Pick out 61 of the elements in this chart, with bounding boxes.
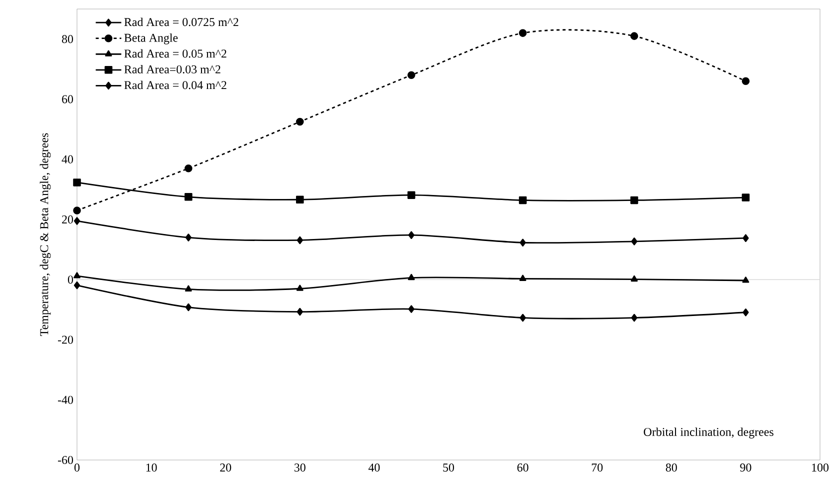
y-tick-label: 0 [68, 276, 74, 284]
point [742, 77, 750, 86]
x-tick-label: 70 [592, 464, 603, 472]
x-tick-label: 90 [740, 464, 752, 472]
point [742, 276, 750, 283]
x-axis-title: Orbital inclination, degrees [644, 428, 774, 438]
point [630, 196, 638, 204]
point [296, 196, 304, 204]
point [184, 164, 192, 172]
point [407, 191, 416, 199]
point [296, 284, 304, 291]
x-tick-label: 100 [812, 464, 829, 472]
x-tick-label: 30 [294, 464, 306, 472]
x-tick-label: 20 [220, 464, 232, 472]
x-tick-label: 40 [368, 464, 380, 472]
point [408, 274, 415, 280]
point [185, 303, 192, 312]
point [74, 272, 80, 278]
point [519, 274, 526, 281]
point [630, 32, 638, 40]
y-tick-label: 60 [62, 95, 74, 104]
y-tick-label: 80 [62, 35, 74, 44]
legend-label: Rad Area = 0.05 m^2 [124, 49, 226, 58]
point [296, 308, 303, 316]
point [520, 314, 526, 322]
y-tick-label: -20 [58, 336, 74, 344]
y-tick-label: 20 [62, 215, 74, 224]
point [184, 285, 192, 292]
x-tick-label: 50 [443, 464, 454, 472]
x-tick-label: 10 [146, 464, 157, 472]
point [631, 238, 638, 246]
point [518, 29, 527, 37]
point [73, 206, 81, 214]
legend-label: Rad Area=0.03 m^2 [124, 64, 220, 74]
x-tick-label: 80 [666, 464, 677, 472]
legend-label: Rad Area = 0.04 m^2 [124, 80, 226, 90]
legend-label: Beta Angle [124, 33, 178, 44]
point [296, 118, 304, 126]
point [518, 196, 527, 204]
point [742, 308, 749, 316]
point [296, 236, 303, 244]
y-tick-label: -40 [58, 396, 74, 404]
point [73, 178, 81, 186]
point [74, 217, 80, 225]
point [408, 231, 414, 239]
y-tick-label: -60 [58, 456, 74, 464]
point [631, 314, 638, 322]
y-axis-title: Temperature, degC & Beta Angle, degrees [40, 133, 51, 336]
x-tick-label: 0 [74, 464, 80, 472]
point [74, 281, 80, 290]
point [742, 194, 750, 202]
point [185, 234, 192, 242]
x-tick-label: 60 [517, 464, 528, 472]
point [408, 305, 414, 313]
y-tick-label: 40 [62, 155, 74, 164]
point [630, 275, 638, 282]
point [520, 238, 526, 247]
legend-label: Rad Area = 0.0725 m^2 [124, 18, 238, 26]
point [742, 234, 749, 242]
point [407, 71, 416, 80]
point [184, 193, 192, 201]
